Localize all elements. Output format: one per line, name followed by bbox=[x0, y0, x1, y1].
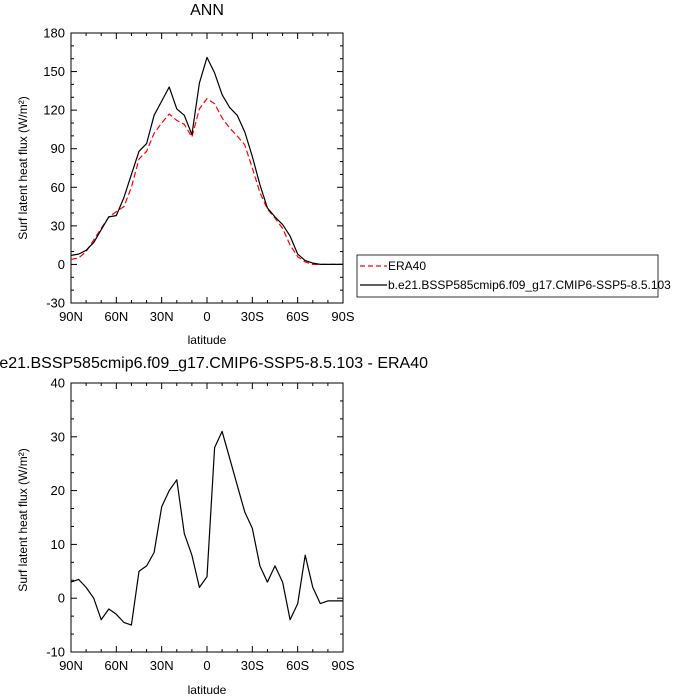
x-tick-label: 60S bbox=[286, 309, 309, 324]
x-tick-label: 90S bbox=[331, 309, 354, 324]
legend-label-era40: ERA40 bbox=[388, 259, 426, 273]
x-tick-label: 0 bbox=[203, 658, 210, 673]
y-tick-label: -10 bbox=[46, 645, 65, 660]
y-tick-label: 0 bbox=[58, 257, 65, 272]
x-tick-label: 30N bbox=[150, 658, 174, 673]
series-line-b-e21-bssp585cmip6-f09-g17-cmip6-ssp5-8-5-103 bbox=[70, 56, 343, 265]
y-tick-label: 180 bbox=[43, 26, 65, 41]
legend-label-model: b.e21.BSSP585cmip6.f09_g17.CMIP6-SSP5-8.… bbox=[388, 278, 671, 292]
y-tick-label: 40 bbox=[51, 376, 65, 391]
y-tick-label: 30 bbox=[51, 429, 65, 444]
y-tick-label: 30 bbox=[51, 218, 65, 233]
x-tick-label: 30S bbox=[241, 658, 264, 673]
x-tick-label: 30S bbox=[241, 309, 264, 324]
y-tick-label: 90 bbox=[51, 141, 65, 156]
bottom-chart-title: b.e21.BSSP585cmip6.f09_g17.CMIP6-SSP5-8.… bbox=[0, 355, 428, 372]
bottom-panel: b.e21.BSSP585cmip6.f09_g17.CMIP6-SSP5-8.… bbox=[0, 355, 428, 697]
bottom-x-axis-label: latitude bbox=[188, 683, 227, 697]
bottom-y-axis-label: Surf latent heat flux (W/m²) bbox=[16, 448, 30, 591]
y-tick-label: 150 bbox=[43, 64, 65, 79]
y-tick-label: -30 bbox=[46, 296, 65, 311]
top-y-axis-label: Surf latent heat flux (W/m²) bbox=[16, 96, 30, 239]
y-tick-label: 60 bbox=[51, 180, 65, 195]
x-tick-label: 90N bbox=[59, 658, 83, 673]
y-tick-label: 20 bbox=[51, 483, 65, 498]
x-tick-label: 0 bbox=[203, 309, 210, 324]
legend-box bbox=[356, 254, 659, 298]
x-tick-label: 60N bbox=[104, 658, 128, 673]
plot-frame bbox=[70, 32, 344, 304]
x-tick-label: 90S bbox=[331, 658, 354, 673]
y-tick-label: 10 bbox=[51, 537, 65, 552]
series-line-difference-0 bbox=[70, 430, 343, 626]
legend: ERA40 b.e21.BSSP585cmip6.f09_g17.CMIP6-S… bbox=[356, 254, 671, 298]
x-tick-label: 90N bbox=[59, 309, 83, 324]
x-tick-label: 60N bbox=[104, 309, 128, 324]
top-chart-title: ANN bbox=[190, 2, 224, 19]
series-line-era40 bbox=[70, 97, 343, 265]
top-x-axis-label: latitude bbox=[188, 333, 227, 347]
x-tick-label: 30N bbox=[150, 309, 174, 324]
top-panel: ANN latitude Surf latent heat flux (W/m²… bbox=[16, 2, 355, 347]
y-tick-label: 120 bbox=[43, 103, 65, 118]
y-tick-label: 0 bbox=[58, 591, 65, 606]
x-tick-label: 60S bbox=[286, 658, 309, 673]
